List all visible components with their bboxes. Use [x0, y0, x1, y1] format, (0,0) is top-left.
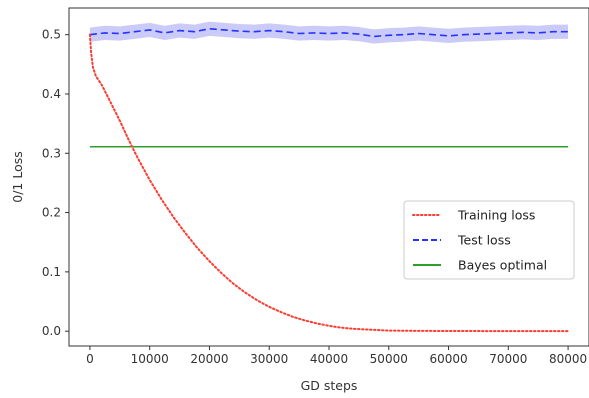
legend-label-bayes-optimal: Bayes optimal: [458, 258, 547, 273]
plot-area-background: [69, 8, 589, 346]
x-tick-label: 30000: [250, 352, 288, 366]
legend-label-test-loss: Test loss: [457, 233, 511, 248]
y-axis-ticks: 0.0 0.1 0.2 0.3 0.4 0.5: [42, 28, 69, 338]
x-tick-label: 0: [86, 352, 94, 366]
y-tick-label: 0.4: [42, 87, 61, 101]
x-axis-title: GD steps: [301, 378, 358, 393]
x-tick-label: 20000: [190, 352, 228, 366]
legend-frame: [403, 200, 575, 280]
band-layer: [89, 21, 569, 44]
x-tick-label: 60000: [429, 352, 467, 366]
y-tick-label: 0.5: [42, 28, 61, 42]
y-tick-label: 0.3: [42, 146, 61, 160]
legend-label-training-loss: Training loss: [457, 208, 535, 223]
y-axis-title: 0/1 Loss: [10, 151, 25, 203]
test-loss-band: [89, 21, 569, 44]
series-line-test-loss: [89, 27, 569, 38]
series-line-training-loss: [88, 33, 570, 333]
x-tick-label: 10000: [131, 352, 169, 366]
y-tick-label: 0.2: [42, 206, 61, 220]
x-axis-ticks: 0 10000 20000 30000 40000 50000 60000 70000 8000…: [86, 346, 587, 366]
y-tick-label: 0.0: [42, 324, 61, 338]
y-tick-label: 0.1: [42, 265, 61, 279]
x-tick-label: 70000: [489, 352, 527, 366]
x-tick-label: 40000: [310, 352, 348, 366]
x-tick-label: 50000: [370, 352, 408, 366]
legend: Training loss Test loss Bayes optimal: [403, 200, 575, 280]
x-tick-label: 80000: [549, 352, 587, 366]
series-layer: [88, 27, 570, 333]
